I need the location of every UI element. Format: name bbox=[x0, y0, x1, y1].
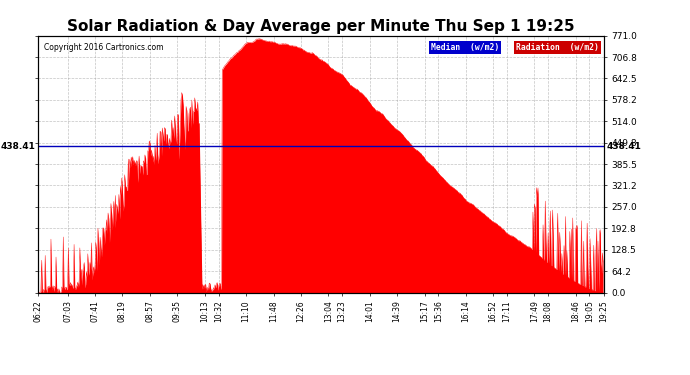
Text: Copyright 2016 Cartronics.com: Copyright 2016 Cartronics.com bbox=[43, 44, 163, 52]
Text: Radiation  (w/m2): Radiation (w/m2) bbox=[516, 44, 599, 52]
Text: 438.41: 438.41 bbox=[0, 142, 35, 151]
Text: 438.41: 438.41 bbox=[607, 142, 642, 151]
Title: Solar Radiation & Day Average per Minute Thu Sep 1 19:25: Solar Radiation & Day Average per Minute… bbox=[67, 20, 575, 34]
Text: Median  (w/m2): Median (w/m2) bbox=[431, 44, 500, 52]
